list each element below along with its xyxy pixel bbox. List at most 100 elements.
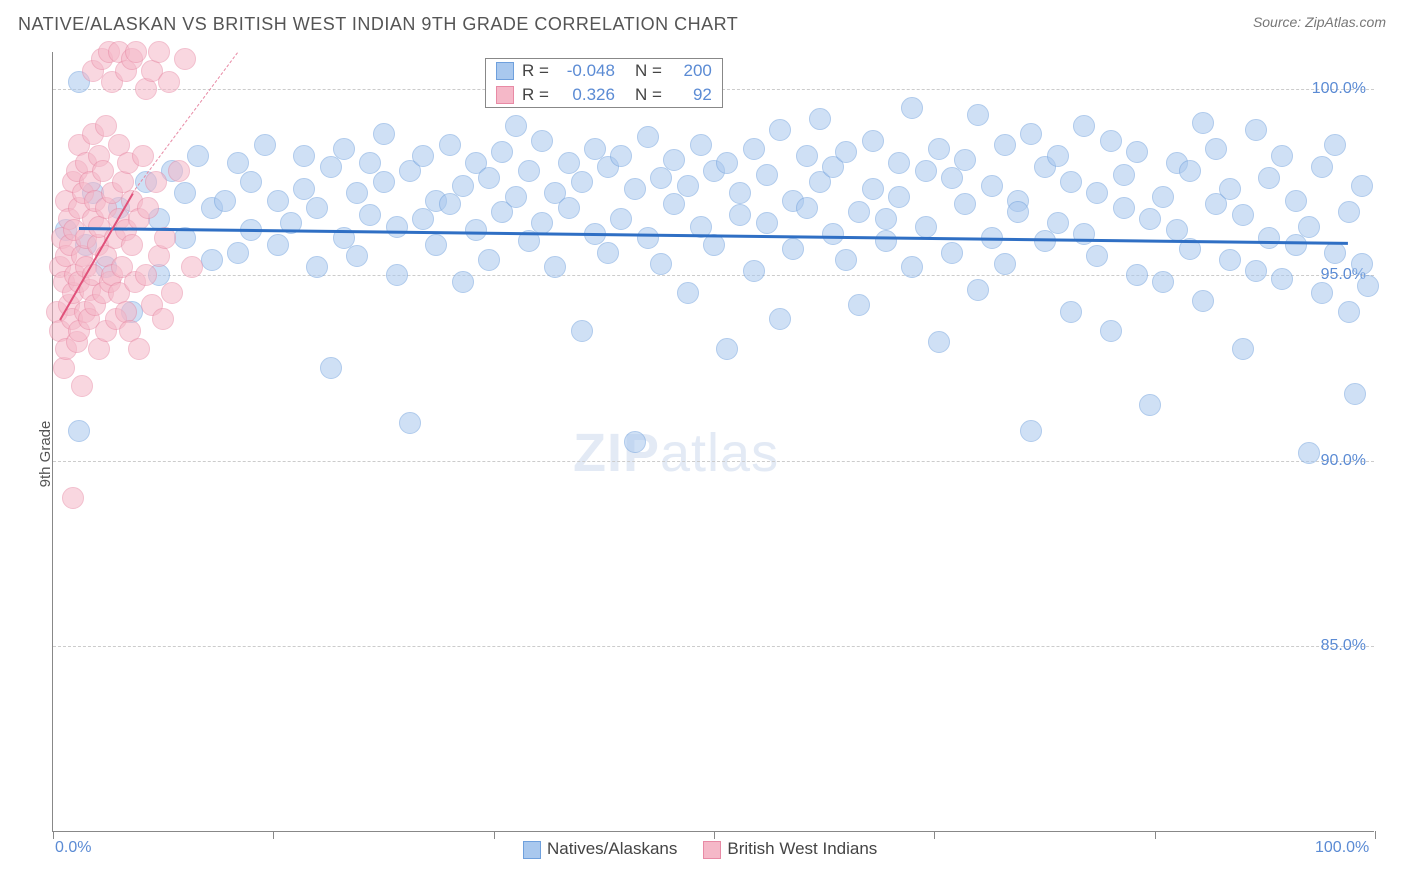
scatter-point [716,152,738,174]
scatter-point [809,108,831,130]
scatter-point [1020,420,1042,442]
scatter-point [1298,216,1320,238]
legend-n-label: N = [635,85,662,105]
scatter-point [782,238,804,260]
legend-swatch [523,841,541,859]
scatter-point [306,256,328,278]
scatter-point [505,186,527,208]
scatter-point [1034,230,1056,252]
scatter-point [1047,145,1069,167]
scatter-point [1126,141,1148,163]
scatter-point [597,242,619,264]
scatter-point [293,145,315,167]
scatter-point [848,294,870,316]
scatter-point [439,134,461,156]
scatter-point [1232,204,1254,226]
scatter-point [152,308,174,330]
correlation-legend: R = -0.048 N = 200R =0.326N = 92 [485,58,723,108]
scatter-point [822,223,844,245]
scatter-point [168,160,190,182]
scatter-point [1060,171,1082,193]
scatter-point [181,256,203,278]
scatter-point [769,119,791,141]
scatter-point [505,115,527,137]
scatter-point [663,193,685,215]
scatter-point [650,167,672,189]
scatter-point [1285,234,1307,256]
scatter-point [145,171,167,193]
scatter-point [915,216,937,238]
scatter-point [1086,182,1108,204]
scatter-point [320,156,342,178]
scatter-point [1100,320,1122,342]
scatter-point [254,134,276,156]
scatter-point [1152,186,1174,208]
scatter-point [320,357,342,379]
gridline [53,646,1374,647]
scatter-point [412,145,434,167]
scatter-point [161,282,183,304]
scatter-point [425,234,447,256]
scatter-point [1219,178,1241,200]
source-label: Source: ZipAtlas.com [1253,14,1386,30]
scatter-point [967,104,989,126]
legend-r-value: -0.048 [557,61,615,81]
chart-title: NATIVE/ALASKAN VS BRITISH WEST INDIAN 9T… [18,14,738,35]
scatter-point [650,253,672,275]
scatter-point [729,182,751,204]
legend-swatch [496,62,514,80]
scatter-point [690,134,712,156]
xtick [1155,831,1156,839]
scatter-point [954,149,976,171]
scatter-point [240,171,262,193]
xtick [53,831,54,839]
legend-n-value: 200 [670,61,712,81]
scatter-point [174,182,196,204]
legend-row: R =0.326N = 92 [486,83,722,107]
scatter-point [128,338,150,360]
scatter-point [478,249,500,271]
scatter-point [68,420,90,442]
scatter-point [915,160,937,182]
scatter-point [677,282,699,304]
scatter-point [888,186,910,208]
xtick-label: 0.0% [55,839,91,857]
scatter-point [1351,253,1373,275]
scatter-point [769,308,791,330]
scatter-point [1179,160,1201,182]
scatter-point [1338,201,1360,223]
scatter-point [1258,227,1280,249]
scatter-point [637,126,659,148]
scatter-point [412,208,434,230]
ytick-label: 85.0% [1321,637,1366,655]
scatter-point [729,204,751,226]
scatter-point [1351,175,1373,197]
scatter-point [610,145,632,167]
scatter-point [1344,383,1366,405]
scatter-point [1192,290,1214,312]
scatter-point [558,197,580,219]
scatter-point [1324,242,1346,264]
scatter-point [491,141,513,163]
scatter-point [677,175,699,197]
scatter-point [901,97,923,119]
scatter-point [452,271,474,293]
scatter-point [835,141,857,163]
legend-n-label: N = [635,61,662,81]
scatter-point [1139,208,1161,230]
scatter-point [386,216,408,238]
xtick [273,831,274,839]
scatter-point [1152,271,1174,293]
scatter-point [941,242,963,264]
scatter-point [1338,301,1360,323]
scatter-point [1060,301,1082,323]
scatter-point [743,138,765,160]
legend-r-label: R = [522,61,549,81]
scatter-point [663,149,685,171]
scatter-point [941,167,963,189]
scatter-point [359,204,381,226]
scatter-point [187,145,209,167]
scatter-point [439,193,461,215]
watermark: ZIPatlas [573,422,779,484]
scatter-point [465,219,487,241]
